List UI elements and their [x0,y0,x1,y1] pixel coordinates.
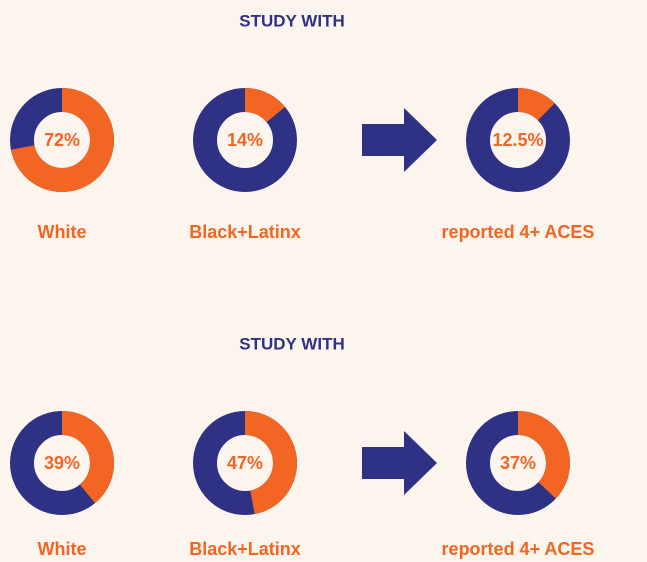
donut-segment [244,411,297,515]
section-title: STUDY WITH [239,11,344,30]
value-label: 12.5% [492,130,543,150]
arrow [362,431,437,495]
category-label: White [38,539,87,559]
category-label: reported 4+ ACES [442,539,595,559]
value-label: 37% [500,453,536,473]
donut-segment [61,411,114,504]
value-label: 14% [227,130,263,150]
value-label: 39% [44,453,80,473]
category-label: White [38,222,87,242]
category-label: Black+Latinx [189,539,301,559]
category-label: Black+Latinx [189,222,301,242]
category-label: reported 4+ ACES [442,222,595,242]
value-label: 72% [44,130,80,150]
value-label: 47% [227,453,263,473]
arrow [362,108,437,172]
donut-segment [517,411,570,499]
donut-segment [10,88,114,192]
donut-segment [244,88,286,123]
section-title: STUDY WITH [239,334,344,353]
donut-segment [517,88,555,121]
